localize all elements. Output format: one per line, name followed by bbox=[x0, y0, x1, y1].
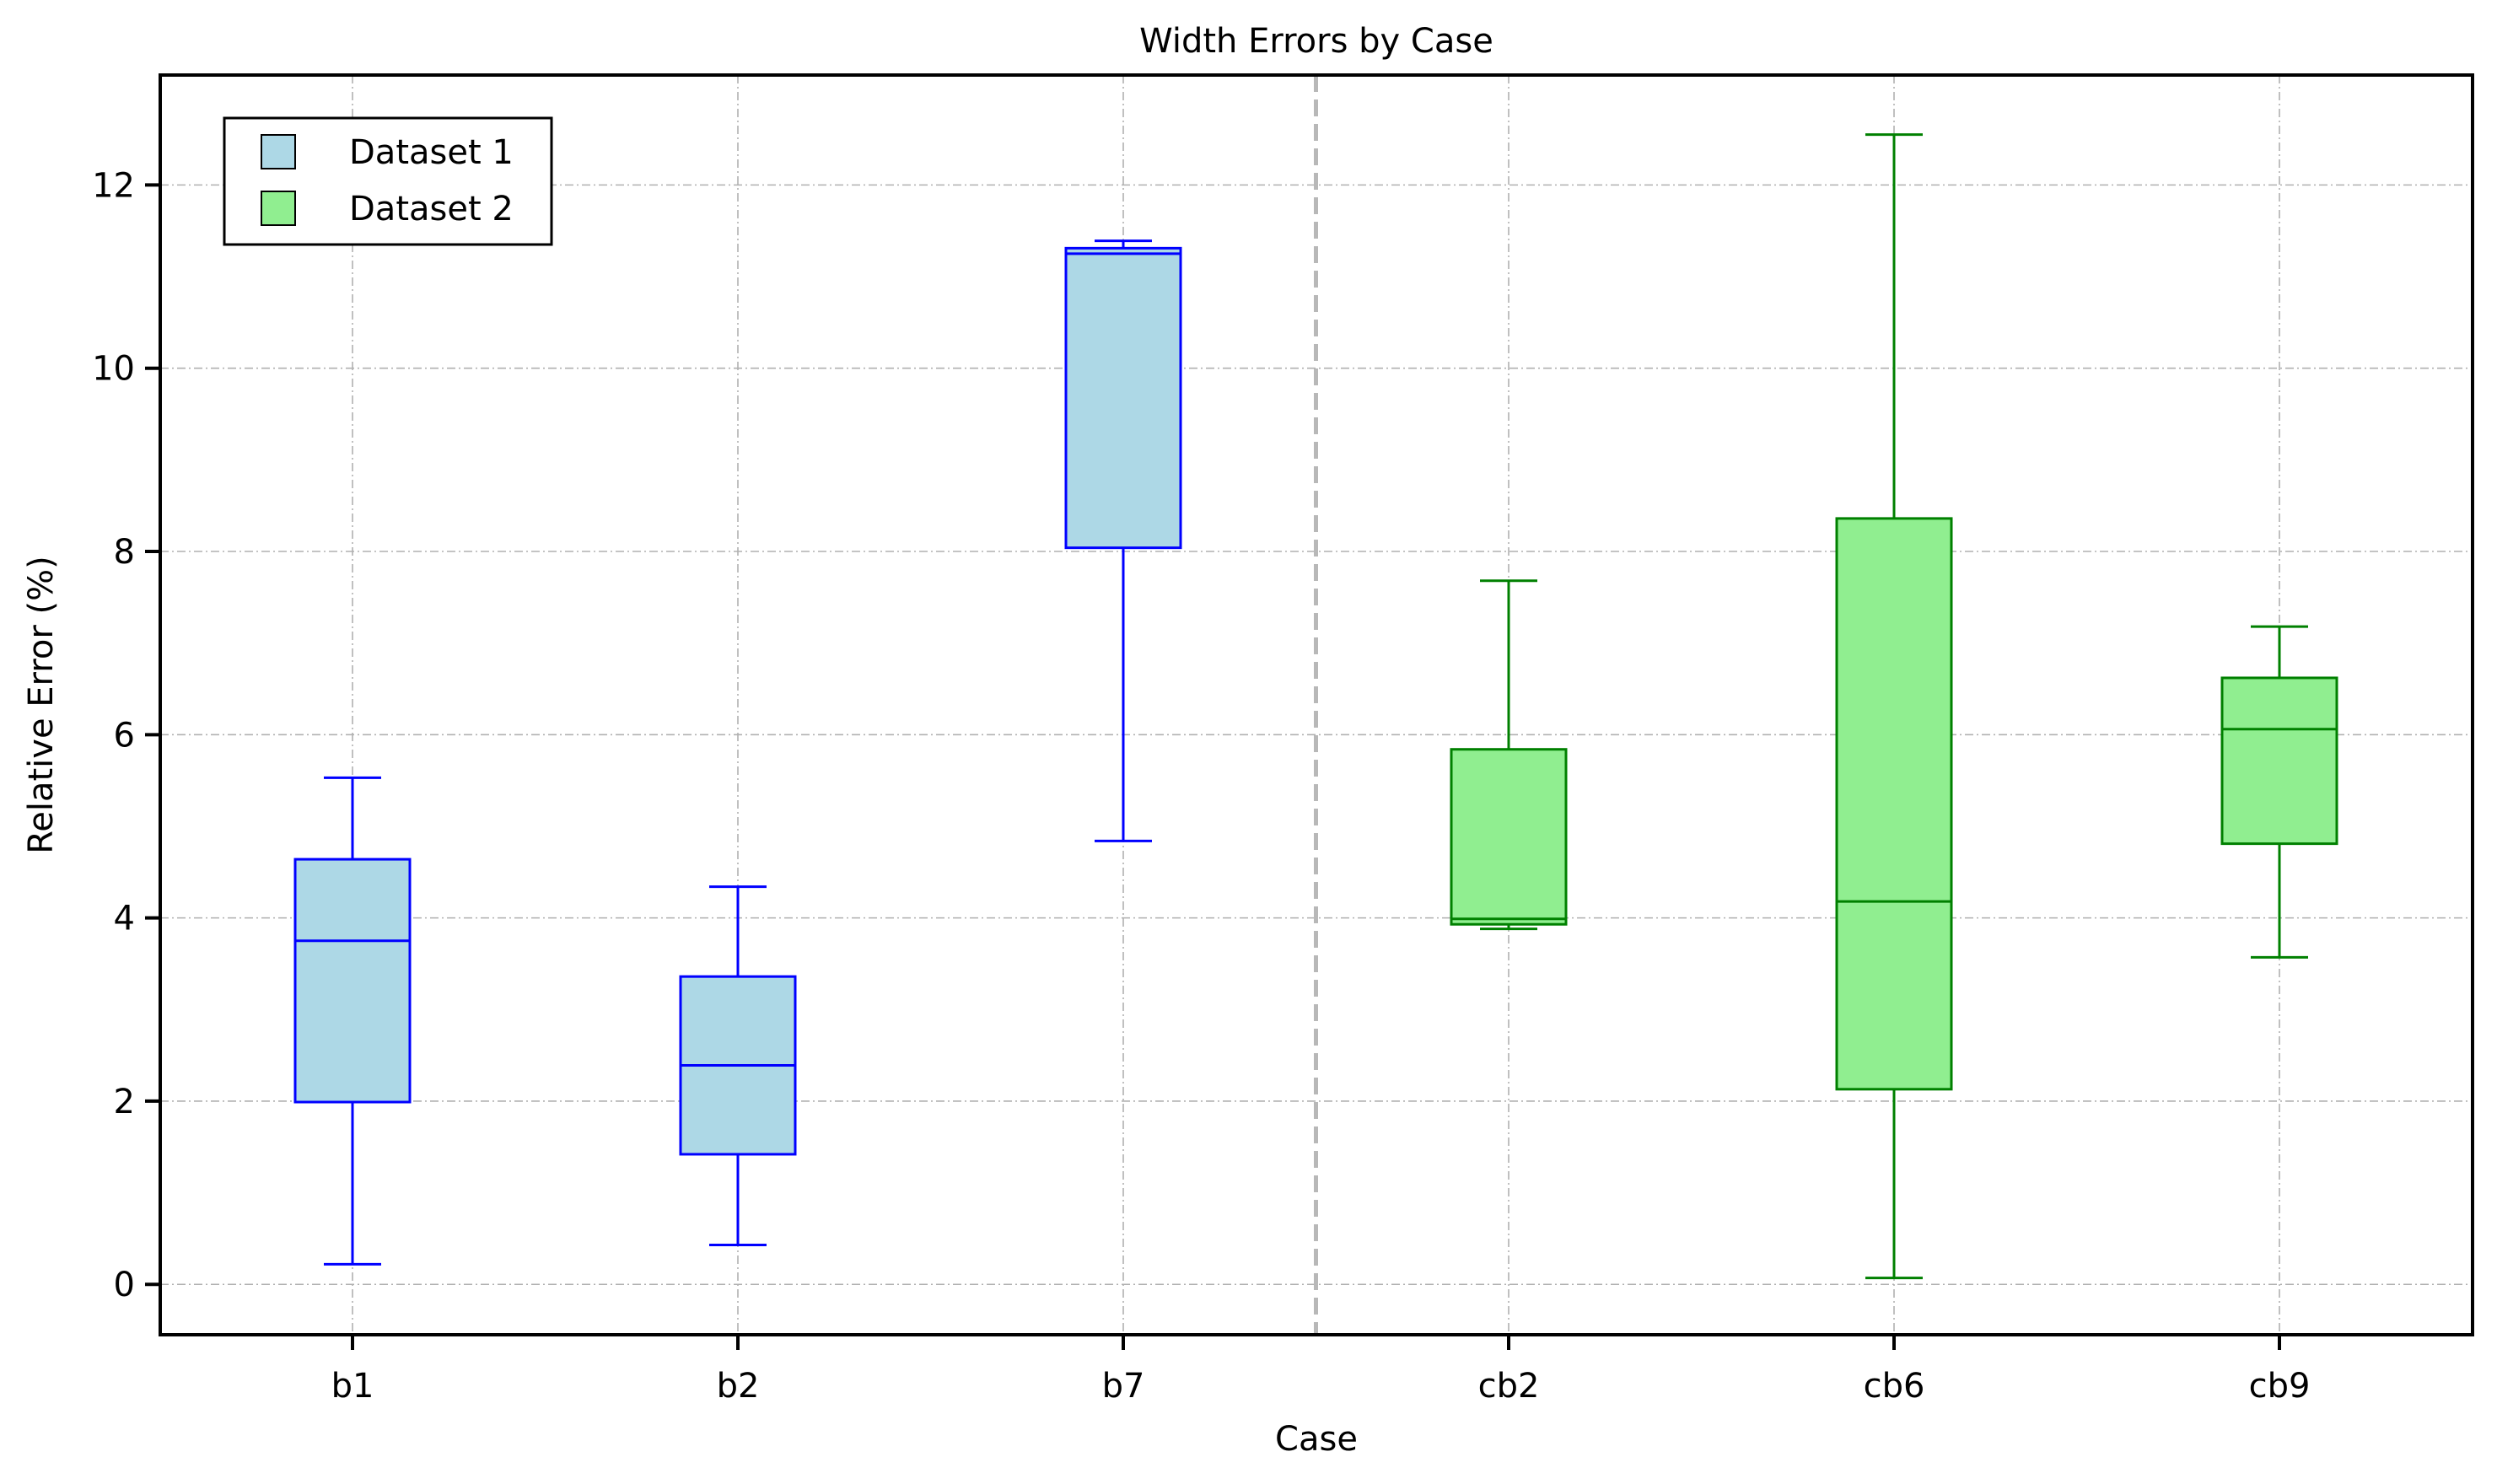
box-b7 bbox=[1064, 239, 1182, 842]
box-cb2 bbox=[1450, 579, 1568, 931]
x-tick-label: b1 bbox=[331, 1367, 374, 1406]
box-plots bbox=[293, 133, 2338, 1280]
y-tick-label: 12 bbox=[92, 166, 135, 205]
x-axis-ticks: b1 b2 b7 cb2 cb6 cb9 bbox=[331, 1335, 2311, 1406]
y-tick-label: 4 bbox=[114, 900, 135, 938]
box-iqr bbox=[293, 858, 412, 1104]
box-iqr bbox=[2220, 676, 2338, 846]
legend-swatch bbox=[261, 134, 296, 169]
legend-label: Dataset 2 bbox=[349, 190, 514, 229]
y-tick-label: 6 bbox=[114, 716, 135, 755]
legend: Dataset 1 Dataset 2 bbox=[223, 116, 553, 246]
grid bbox=[160, 75, 2473, 1335]
box-iqr bbox=[1835, 517, 1953, 1091]
y-tick-label: 2 bbox=[114, 1083, 135, 1121]
box-b1 bbox=[293, 776, 412, 1266]
x-tick-label: cb9 bbox=[2249, 1367, 2311, 1406]
x-axis-label: Case bbox=[1275, 1420, 1358, 1459]
x-tick-label: cb6 bbox=[1864, 1367, 1925, 1406]
box-iqr bbox=[1064, 246, 1182, 550]
y-axis-ticks: 0 2 4 6 8 10 12 bbox=[92, 166, 160, 1304]
chart-title: Width Errors by Case bbox=[1139, 22, 1493, 61]
y-axis-label: Relative Error (%) bbox=[22, 556, 61, 853]
x-tick-label: b7 bbox=[1102, 1367, 1145, 1406]
y-tick-label: 10 bbox=[92, 350, 135, 389]
legend-label: Dataset 1 bbox=[349, 133, 514, 172]
box-cb6 bbox=[1835, 133, 1953, 1280]
x-tick-label: b2 bbox=[717, 1367, 760, 1406]
y-tick-label: 8 bbox=[114, 533, 135, 572]
box-b2 bbox=[679, 885, 797, 1247]
x-tick-label: cb2 bbox=[1478, 1367, 1540, 1406]
box-cb9 bbox=[2220, 625, 2338, 959]
y-tick-label: 0 bbox=[114, 1266, 135, 1304]
box-iqr bbox=[1450, 748, 1568, 926]
legend-swatch bbox=[261, 191, 296, 226]
plot-area-frame bbox=[159, 73, 2474, 1336]
